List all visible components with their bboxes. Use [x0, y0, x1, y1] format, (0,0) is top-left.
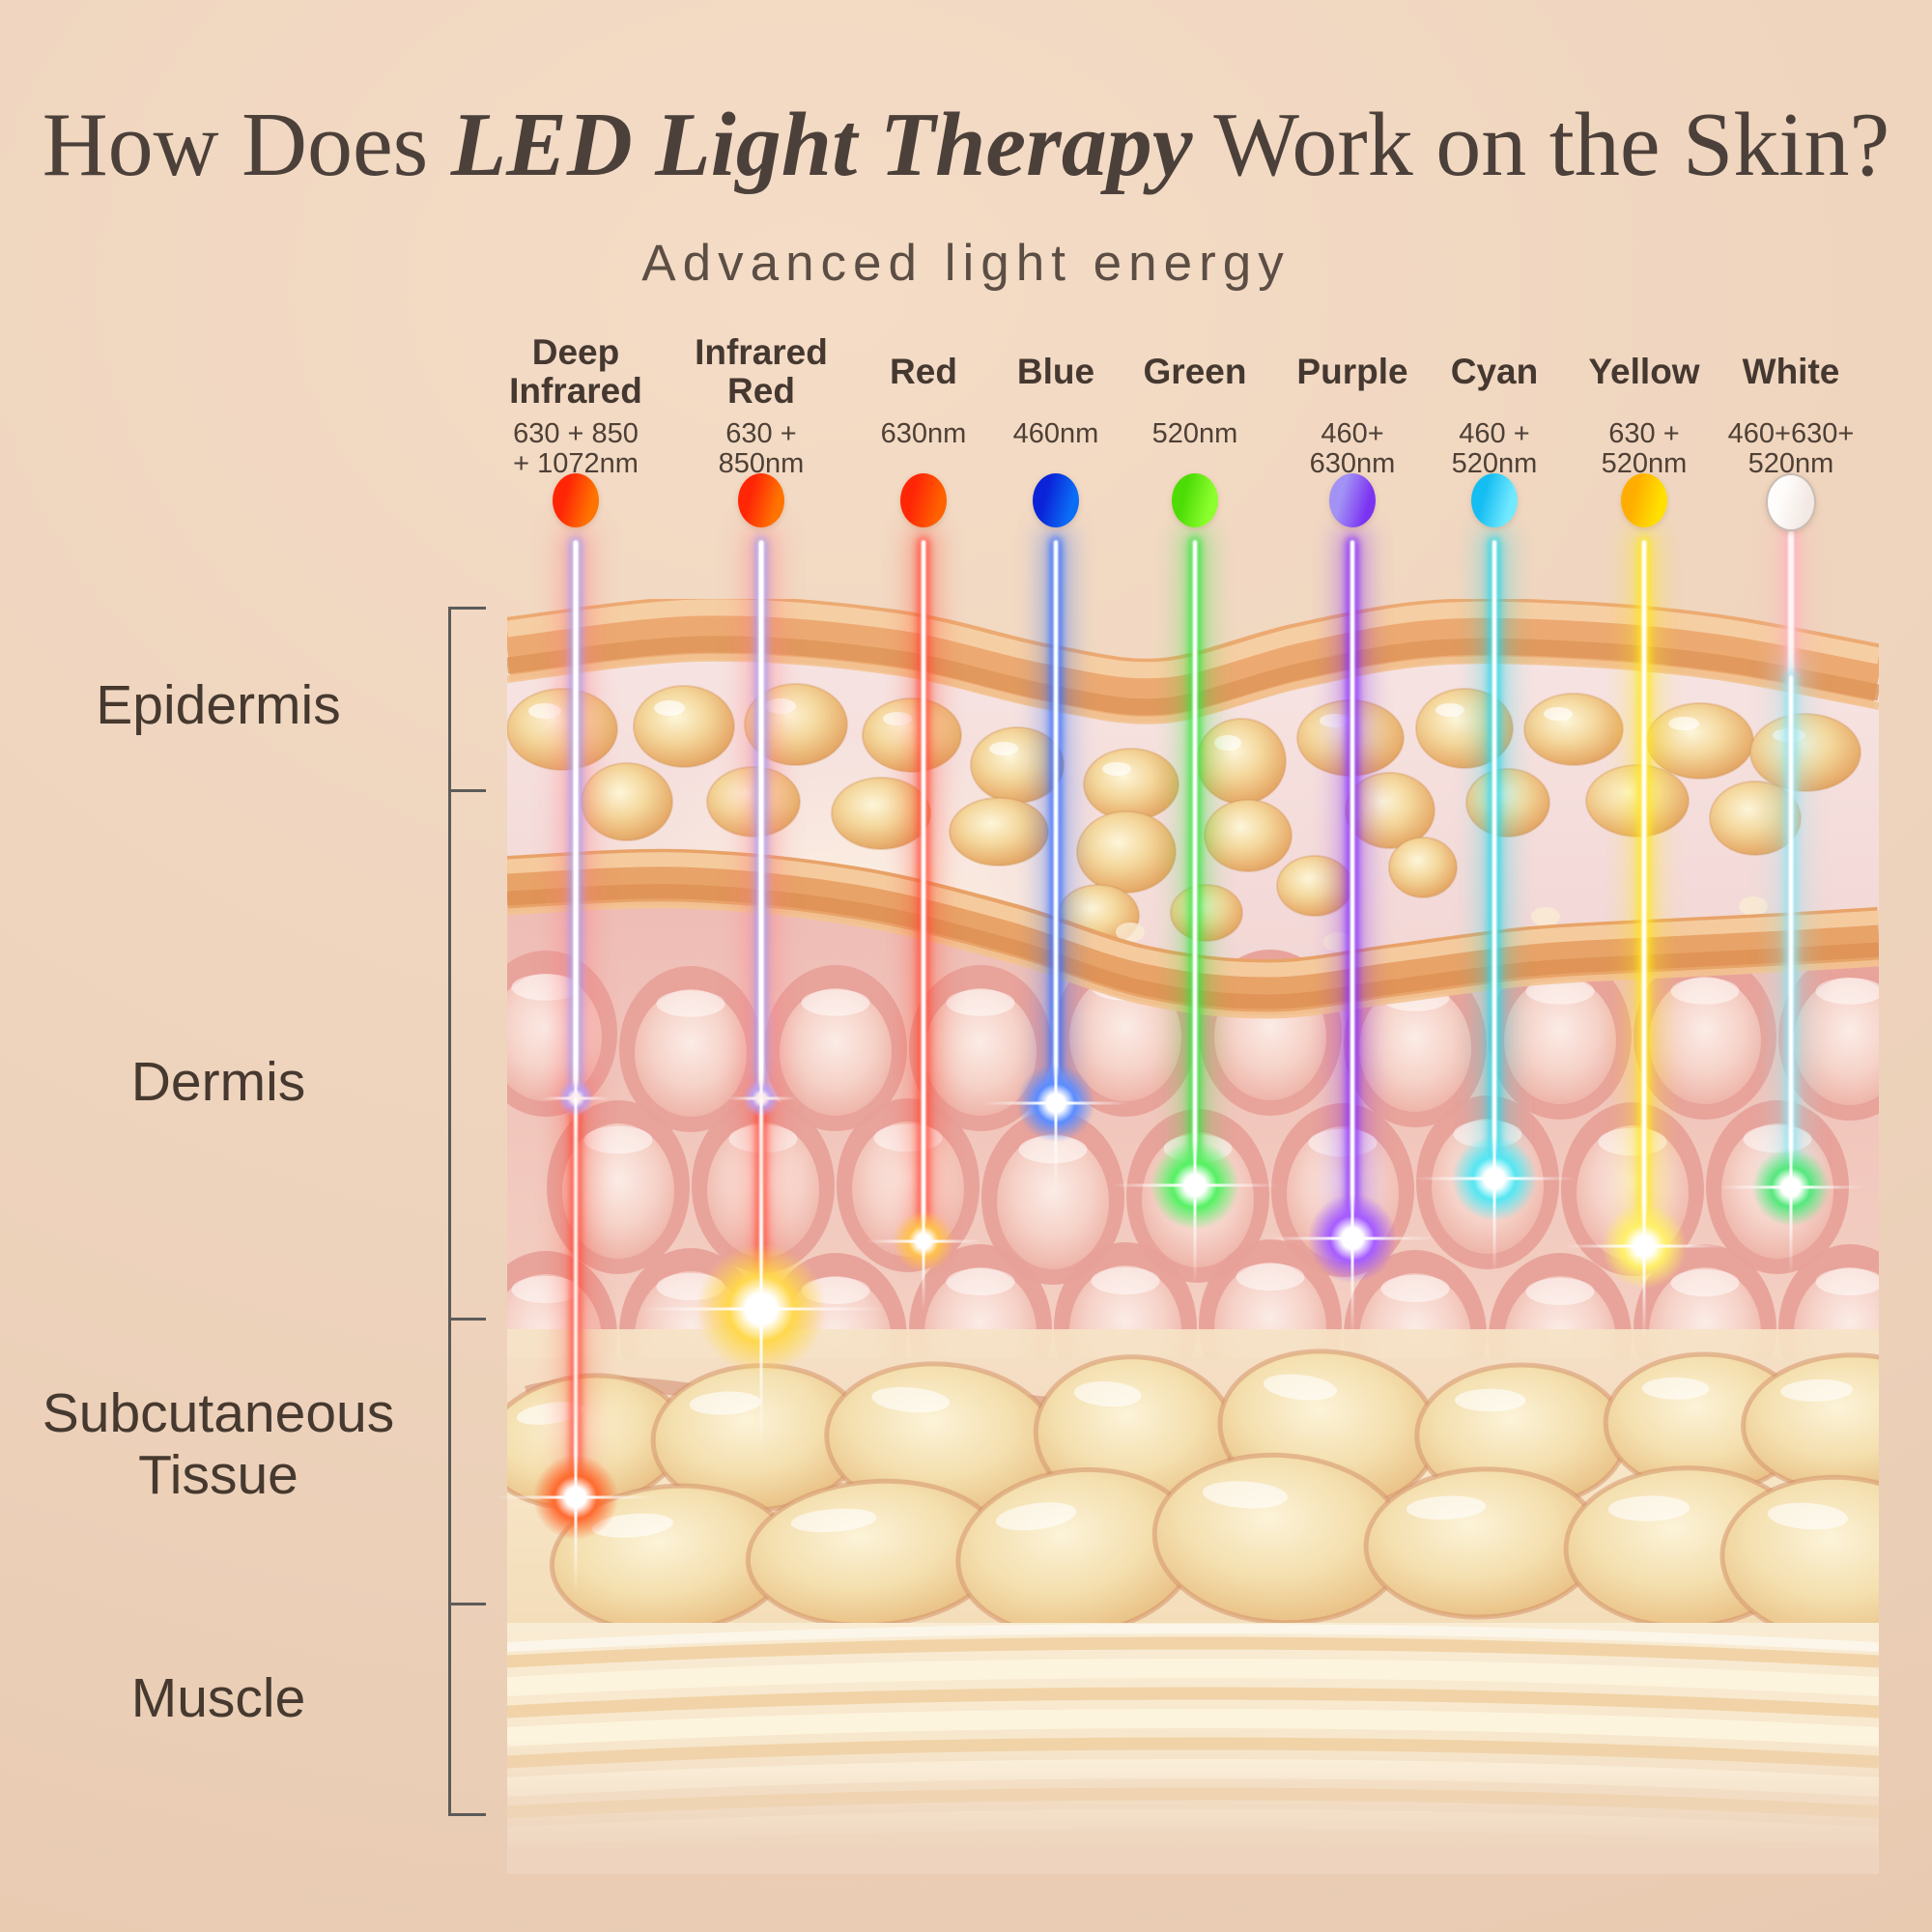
beam-end-burst: [1600, 1202, 1689, 1291]
layer-bracket-tick: [448, 1318, 486, 1321]
layer-bracket-tick: [448, 607, 486, 610]
light-column-deep-infrared: Deep Infrared 630 + 850 + 1072nm: [455, 333, 696, 527]
layer-label-dermis: Dermis: [130, 1051, 306, 1113]
light-beam: [1193, 541, 1197, 1185]
light-dot: [1621, 473, 1667, 527]
light-beam: [760, 1098, 762, 1309]
light-column-infrared-red: Infrared Red 630 + 850nm: [640, 333, 882, 527]
beam-end-burst: [694, 1241, 829, 1377]
light-wavelength: 630nm: [880, 418, 967, 449]
light-beam: [1350, 541, 1354, 1238]
light-wavelength: 460+630+ 520nm: [1727, 418, 1855, 479]
light-name: Purple: [1296, 352, 1408, 391]
light-beam: [575, 1098, 577, 1497]
beam-end-burst: [1015, 1063, 1096, 1144]
light-name: Red: [890, 352, 957, 391]
light-wavelength: 460 + 520nm: [1451, 418, 1538, 479]
light-beam: [1789, 676, 1793, 1187]
light-beam: [1642, 541, 1646, 1246]
beam-end-burst: [1306, 1192, 1399, 1285]
light-name: Cyan: [1450, 352, 1539, 391]
light-name: Blue: [1016, 352, 1095, 391]
light-column-green: Green 520nm: [1074, 333, 1316, 527]
light-beam: [1492, 541, 1496, 1179]
page-title: How Does LED Light Therapy Work on the S…: [0, 93, 1932, 197]
light-beam: [1054, 541, 1058, 1103]
light-name: Yellow: [1588, 352, 1700, 391]
light-dot: [1766, 473, 1816, 531]
layer-label-epidermis: Epidermis: [96, 674, 341, 736]
layer-bracket-line: [448, 608, 451, 1814]
light-wavelength: 520nm: [1151, 418, 1238, 449]
beam-cap-glow: [556, 1079, 595, 1118]
beam-end-burst: [531, 1453, 620, 1542]
light-dot: [1172, 473, 1218, 527]
light-column-purple: Purple 460+ 630nm: [1232, 333, 1473, 527]
layer-label-muscle: Muscle: [130, 1667, 306, 1729]
layer-bracket-tick: [448, 1813, 486, 1816]
light-wavelength: 630 + 850 + 1072nm: [513, 418, 639, 479]
beam-end-burst: [1450, 1134, 1539, 1223]
light-dot: [1329, 473, 1376, 527]
beam-end-burst: [1750, 1147, 1832, 1228]
title-suffix: Work on the Skin?: [1192, 95, 1890, 195]
light-name: White: [1742, 352, 1840, 391]
light-wavelength: 460nm: [1012, 418, 1099, 449]
light-dot: [553, 473, 599, 527]
skin-cross-section-illustration: [507, 599, 1879, 1874]
layer-bracket-tick: [448, 789, 486, 792]
light-dot: [1471, 473, 1518, 527]
light-name: Green: [1143, 352, 1247, 391]
light-beam: [1789, 531, 1793, 676]
light-column-blue: Blue 460nm: [935, 333, 1177, 527]
layer-bracket-tick: [448, 1603, 486, 1605]
light-name: Infrared Red: [695, 332, 828, 411]
layer-label-subcutaneous: Subcutaneous Tissue: [42, 1382, 395, 1506]
light-wavelength: 630 + 850nm: [718, 418, 805, 479]
light-beam: [759, 541, 763, 1098]
beam-end-burst: [1149, 1139, 1241, 1232]
light-name: Deep Infrared: [509, 332, 642, 411]
beam-cap-glow: [742, 1079, 781, 1118]
light-beam: [922, 541, 925, 1241]
subtitle: Advanced light energy: [641, 235, 1291, 292]
light-dot: [900, 473, 947, 527]
light-beam: [574, 541, 578, 1098]
light-column-cyan: Cyan 460 + 520nm: [1374, 333, 1615, 527]
light-column-white: White 460+630+ 520nm: [1670, 333, 1912, 531]
light-dot: [1033, 473, 1079, 527]
light-column-red: Red 630nm: [803, 333, 1044, 527]
light-dot: [738, 473, 784, 527]
beam-end-burst: [892, 1209, 955, 1273]
light-column-yellow: Yellow 630 + 520nm: [1523, 333, 1765, 527]
title-emphasis: LED Light Therapy: [450, 95, 1193, 195]
title-prefix: How Does: [42, 95, 451, 195]
